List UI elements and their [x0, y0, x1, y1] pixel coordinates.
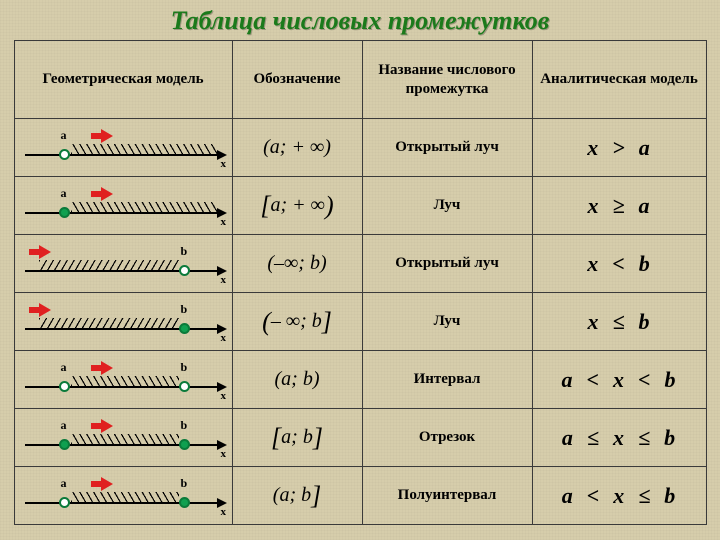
hatch-region: [39, 260, 179, 270]
hatch-region: [71, 376, 179, 386]
direction-arrow-icon: [29, 246, 51, 258]
geometry-cell: xa: [14, 177, 232, 235]
interval-name: Открытый луч: [362, 235, 532, 293]
axis-x-label: x: [221, 158, 227, 170]
notation-cell: (a; + ∞): [232, 119, 362, 177]
point-a: [59, 149, 70, 160]
axis-x-label: x: [221, 506, 227, 518]
point-a-label: a: [61, 476, 67, 491]
interval-name: Луч: [362, 177, 532, 235]
hatch-region: [71, 434, 179, 444]
hatch-region: [71, 202, 217, 212]
analytic-cell: x ≤ b: [532, 293, 706, 351]
point-b-label: b: [181, 244, 188, 259]
col-name: Название числового промежутка: [362, 41, 532, 119]
direction-arrow-icon: [29, 304, 51, 316]
number-line: [25, 154, 225, 156]
point-b: [179, 439, 190, 450]
point-b: [179, 323, 190, 334]
point-b: [179, 381, 190, 392]
point-b-label: b: [181, 476, 188, 491]
table-row: x a b [a; b]Отрезокa ≤ x ≤ b: [14, 409, 706, 467]
axis-x-label: x: [221, 390, 227, 402]
notation-cell: (–∞; b): [232, 235, 362, 293]
direction-arrow-icon: [91, 362, 113, 374]
number-line: [25, 386, 225, 388]
point-b: [179, 265, 190, 276]
table-header-row: Геометрическая модель Обозначение Назван…: [14, 41, 706, 119]
analytic-cell: a < x ≤ b: [532, 467, 706, 525]
interval-name: Полуинтервал: [362, 467, 532, 525]
table-row: xb(–∞; b)Открытый лучx < b: [14, 235, 706, 293]
direction-arrow-icon: [91, 478, 113, 490]
page-title: Таблица числовых промежутков: [171, 6, 550, 36]
table-row: xb(– ∞; b]Лучx ≤ b: [14, 293, 706, 351]
axis-x-label: x: [221, 448, 227, 460]
table-row: x a b (a; b]Полуинтервалa < x ≤ b: [14, 467, 706, 525]
number-line: [25, 328, 225, 330]
point-a-label: a: [61, 186, 67, 201]
hatch-region: [39, 318, 179, 328]
point-a-label: a: [61, 360, 67, 375]
interval-name: Интервал: [362, 351, 532, 409]
axis-x-label: x: [221, 332, 227, 344]
point-b: [179, 497, 190, 508]
intervals-table: Геометрическая модель Обозначение Назван…: [14, 40, 707, 525]
point-a-label: a: [61, 418, 67, 433]
geometry-cell: x a b: [14, 409, 232, 467]
geometry-cell: xa: [14, 119, 232, 177]
analytic-cell: a < x < b: [532, 351, 706, 409]
hatch-region: [71, 492, 179, 502]
notation-cell: (a; b): [232, 351, 362, 409]
axis-x-label: x: [221, 216, 227, 228]
direction-arrow-icon: [91, 130, 113, 142]
number-line: [25, 444, 225, 446]
table-row: xa(a; + ∞)Открытый лучx > a: [14, 119, 706, 177]
direction-arrow-icon: [91, 188, 113, 200]
col-notation: Обозначение: [232, 41, 362, 119]
point-a: [59, 381, 70, 392]
interval-name: Луч: [362, 293, 532, 351]
geometry-cell: x a b: [14, 467, 232, 525]
analytic-cell: x > a: [532, 119, 706, 177]
number-line: [25, 502, 225, 504]
point-b-label: b: [181, 418, 188, 433]
notation-cell: (– ∞; b]: [232, 293, 362, 351]
point-a: [59, 497, 70, 508]
col-analytic: Аналитическая модель: [532, 41, 706, 119]
axis-x-label: x: [221, 274, 227, 286]
geometry-cell: xb: [14, 235, 232, 293]
analytic-cell: x < b: [532, 235, 706, 293]
geometry-cell: xb: [14, 293, 232, 351]
hatch-region: [71, 144, 217, 154]
point-b-label: b: [181, 360, 188, 375]
table-row: xa[a; + ∞)Лучx ≥ a: [14, 177, 706, 235]
analytic-cell: x ≥ a: [532, 177, 706, 235]
notation-cell: [a; b]: [232, 409, 362, 467]
point-a: [59, 439, 70, 450]
direction-arrow-icon: [91, 420, 113, 432]
number-line: [25, 212, 225, 214]
notation-cell: (a; b]: [232, 467, 362, 525]
col-geometry: Геометрическая модель: [14, 41, 232, 119]
point-b-label: b: [181, 302, 188, 317]
analytic-cell: a ≤ x ≤ b: [532, 409, 706, 467]
interval-name: Открытый луч: [362, 119, 532, 177]
point-a: [59, 207, 70, 218]
number-line: [25, 270, 225, 272]
notation-cell: [a; + ∞): [232, 177, 362, 235]
point-a-label: a: [61, 128, 67, 143]
geometry-cell: x a b: [14, 351, 232, 409]
table-row: x a b (a; b)Интервалa < x < b: [14, 351, 706, 409]
interval-name: Отрезок: [362, 409, 532, 467]
